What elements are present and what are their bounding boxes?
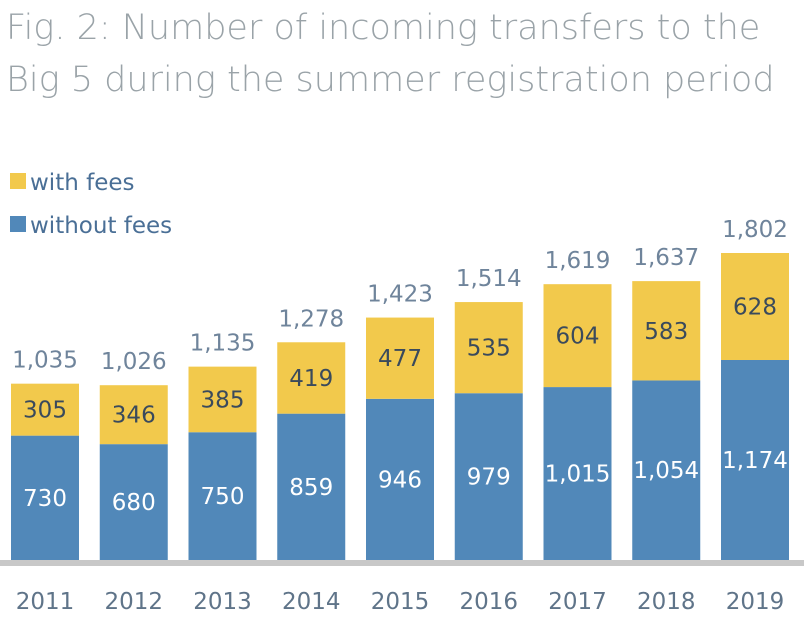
label-without-fees-2011: 730 xyxy=(23,486,67,512)
label-with-fees-2016: 535 xyxy=(467,336,511,362)
bar-with-fees-2017 xyxy=(543,284,612,388)
bar-without-fees-2016 xyxy=(454,393,523,560)
x-tick-2011: 2011 xyxy=(16,589,75,615)
label-without-fees-2016: 979 xyxy=(467,465,511,491)
label-total-2018: 1,637 xyxy=(633,245,699,271)
label-with-fees-2012: 346 xyxy=(112,403,156,429)
bar-with-fees-2013 xyxy=(188,366,257,433)
label-total-2012: 1,026 xyxy=(101,349,167,375)
label-without-fees-2018: 1,054 xyxy=(633,458,699,484)
bar-without-fees-2013 xyxy=(188,432,257,560)
chart-title: Fig. 2: Number of incoming transfers to … xyxy=(6,2,798,106)
x-axis-line xyxy=(0,560,804,566)
legend: with fees without fees xyxy=(10,170,172,239)
bar-with-fees-2016 xyxy=(454,302,523,394)
label-without-fees-2012: 680 xyxy=(112,490,156,516)
label-with-fees-2019: 628 xyxy=(733,294,777,320)
data-labels: 730 305 1,035 680 346 1,026 750 385 1,135 859 419 1… xyxy=(12,217,788,516)
label-total-2011: 1,035 xyxy=(12,348,78,374)
x-tick-2012: 2012 xyxy=(104,589,163,615)
label-total-2017: 1,619 xyxy=(545,248,611,274)
x-axis-ticks: 2011 2012 2013 2014 2015 2016 2017 2018 2019 xyxy=(16,589,785,615)
legend-swatch-without-fees xyxy=(10,216,26,232)
label-without-fees-2014: 859 xyxy=(289,475,333,501)
label-with-fees-2018: 583 xyxy=(644,319,688,345)
x-tick-2014: 2014 xyxy=(282,589,341,615)
bar-with-fees-2011 xyxy=(11,383,79,436)
bar-with-fees-2019 xyxy=(721,253,789,360)
bar-with-fees-2014 xyxy=(277,342,346,414)
legend-label-without-fees: without fees xyxy=(30,213,172,239)
bar-without-fees-2011 xyxy=(11,435,79,560)
x-tick-2016: 2016 xyxy=(459,589,518,615)
bar-without-fees-2015 xyxy=(366,398,434,560)
bar-without-fees-2018 xyxy=(632,380,701,560)
bar-without-fees-2012 xyxy=(99,444,168,560)
label-with-fees-2013: 385 xyxy=(201,387,245,413)
bar-with-fees-2015 xyxy=(366,317,434,399)
bar-without-fees-2017 xyxy=(543,387,612,560)
bars xyxy=(11,253,789,560)
chart-title-line-1: Fig. 2: Number of incoming transfers to … xyxy=(6,8,761,48)
label-total-2015: 1,423 xyxy=(367,282,433,308)
x-tick-2013: 2013 xyxy=(193,589,252,615)
label-total-2019: 1,802 xyxy=(722,217,788,243)
label-total-2013: 1,135 xyxy=(190,331,256,357)
bar-without-fees-2019 xyxy=(721,359,789,560)
x-tick-2015: 2015 xyxy=(371,589,430,615)
legend-swatch-with-fees xyxy=(10,173,26,189)
label-without-fees-2017: 1,015 xyxy=(545,462,611,488)
label-without-fees-2019: 1,174 xyxy=(722,448,788,474)
x-tick-2019: 2019 xyxy=(726,589,785,615)
bar-without-fees-2014 xyxy=(277,413,346,560)
label-with-fees-2017: 604 xyxy=(556,324,600,350)
label-without-fees-2015: 946 xyxy=(378,467,422,493)
bar-with-fees-2012 xyxy=(99,385,168,445)
legend-label-with-fees: with fees xyxy=(30,170,135,196)
label-with-fees-2015: 477 xyxy=(378,346,422,372)
x-tick-2017: 2017 xyxy=(548,589,607,615)
x-tick-2018: 2018 xyxy=(637,589,696,615)
bar-with-fees-2018 xyxy=(632,281,701,381)
chart-title-line-2: Big 5 during the summer registration per… xyxy=(6,60,775,100)
label-total-2016: 1,514 xyxy=(456,266,522,292)
label-total-2014: 1,278 xyxy=(278,306,344,332)
label-without-fees-2013: 750 xyxy=(201,484,245,510)
label-with-fees-2014: 419 xyxy=(289,366,333,392)
label-with-fees-2011: 305 xyxy=(23,398,67,424)
